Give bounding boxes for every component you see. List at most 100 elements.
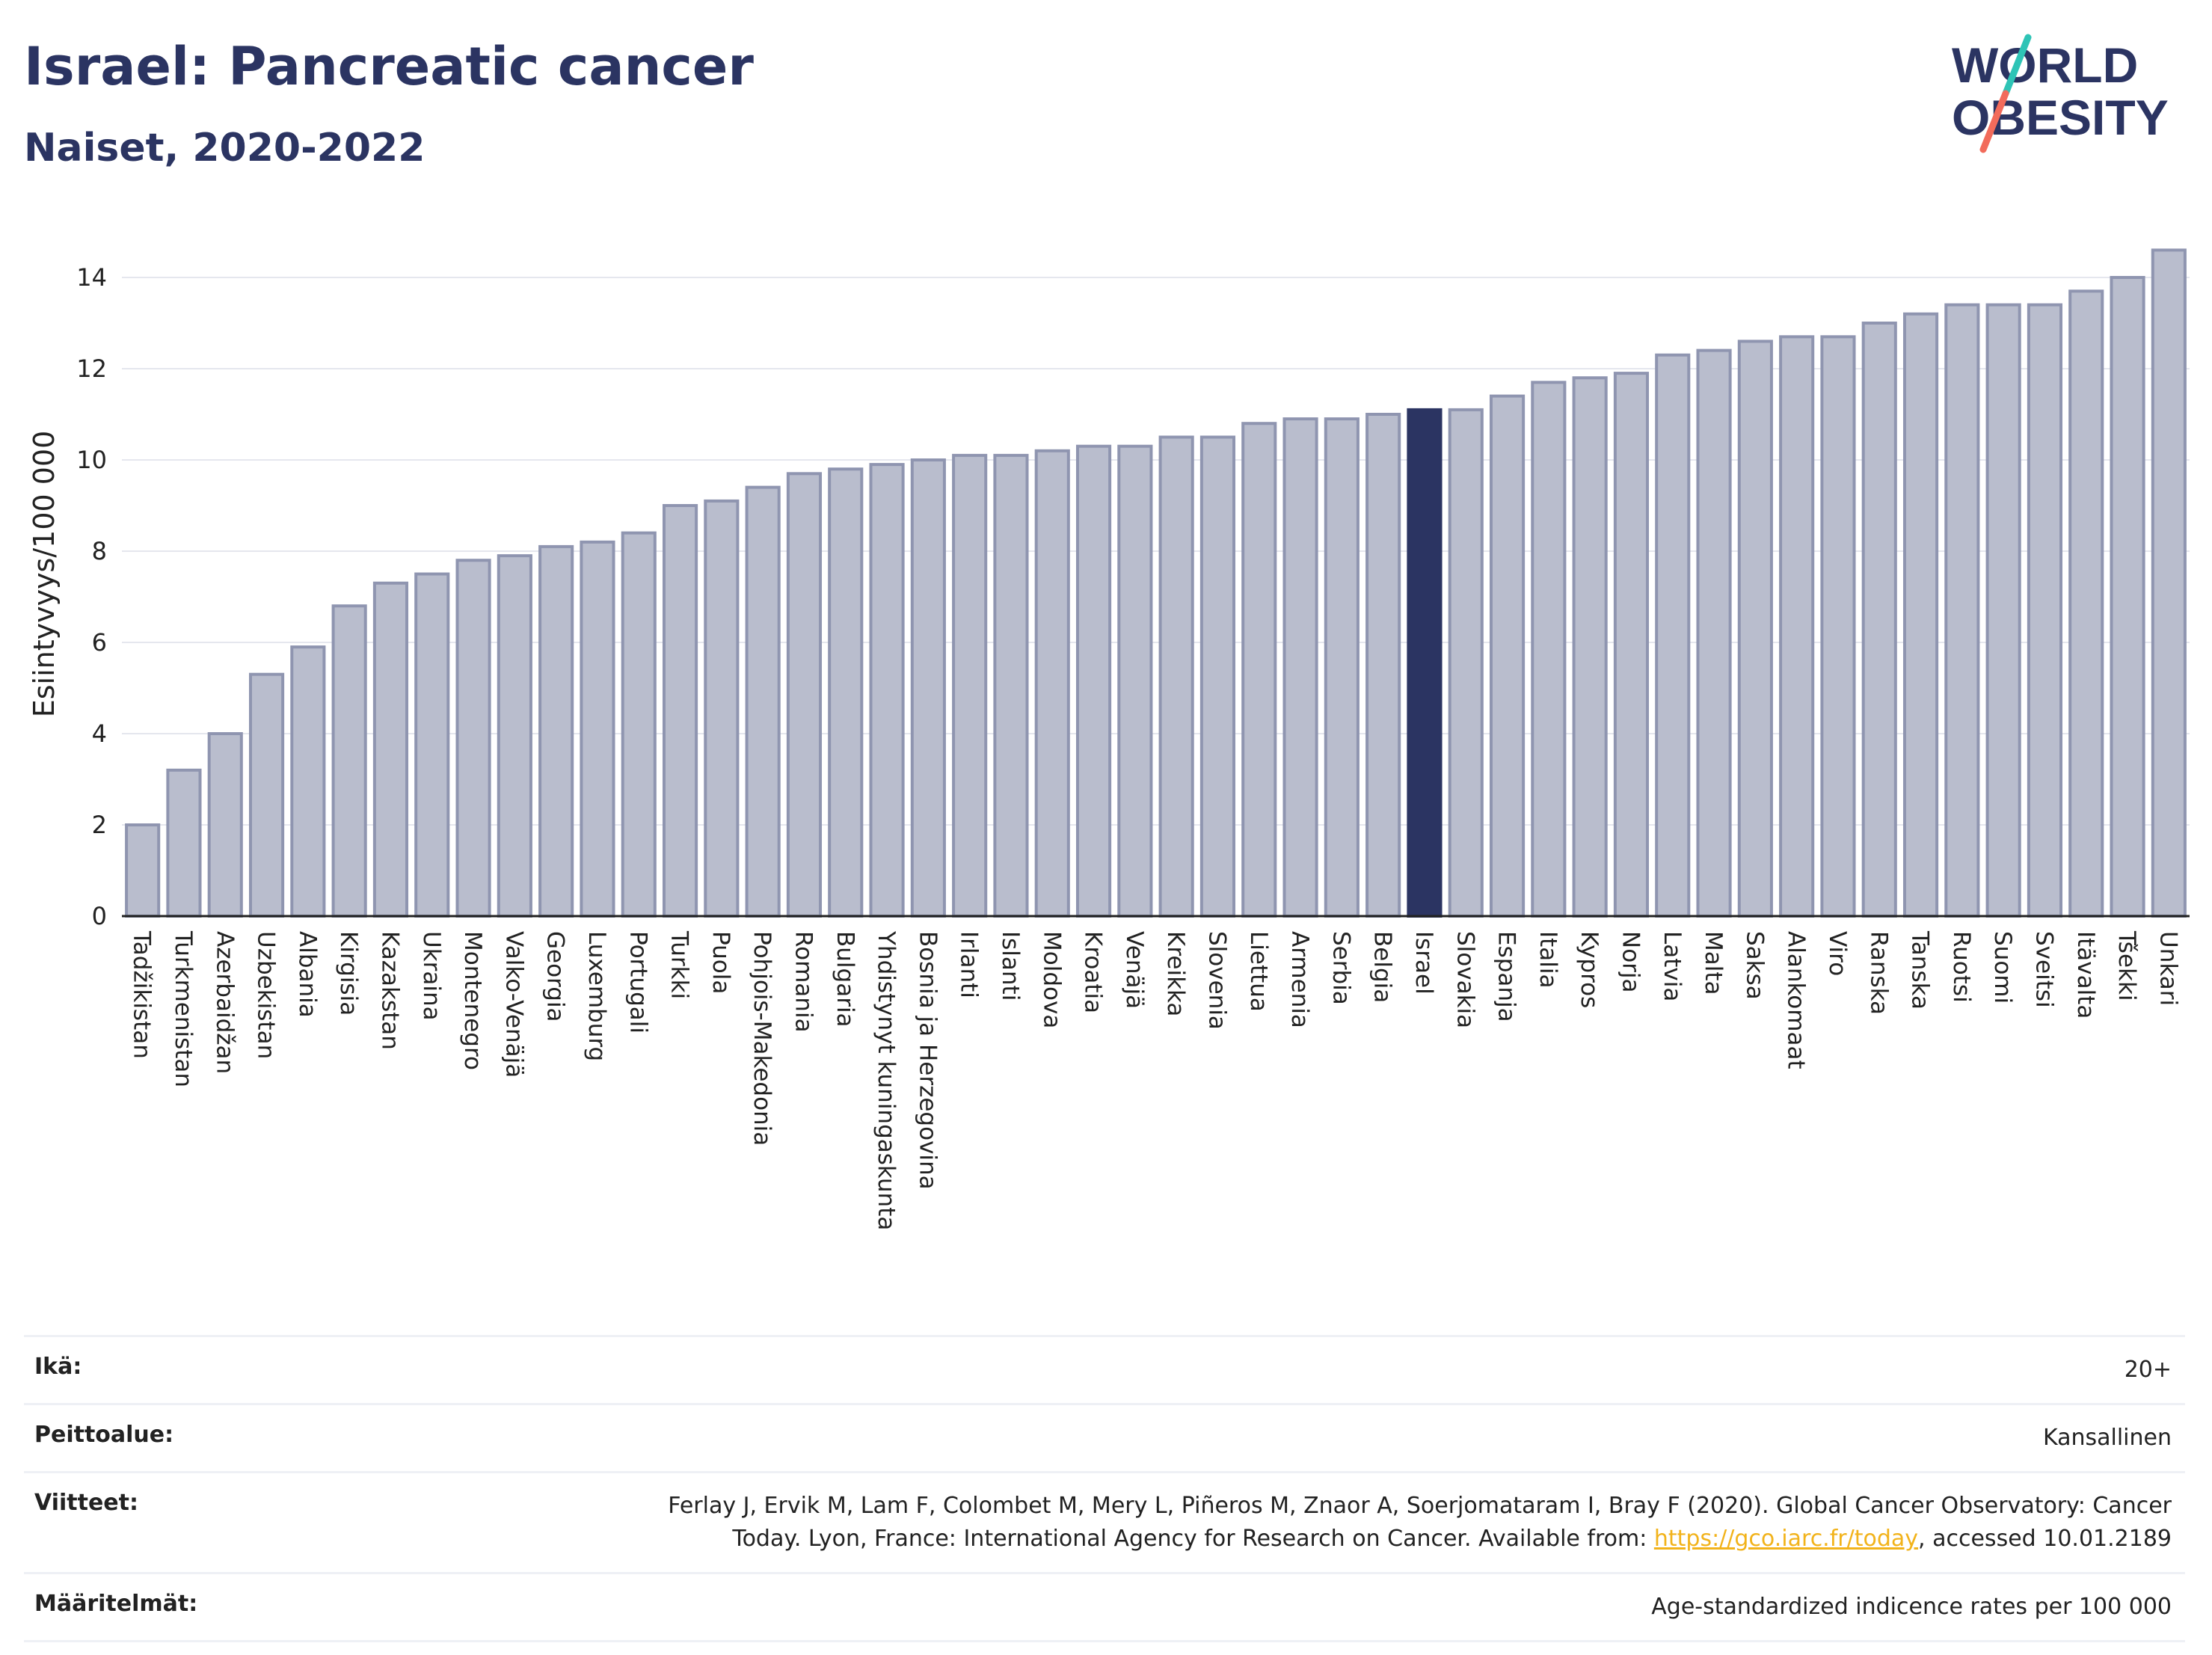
x-tick-label: Malta (1700, 931, 1727, 995)
x-tick-label: Kypros (1576, 931, 1603, 1008)
logo-word-obesity: OBESITY (1952, 90, 2169, 145)
x-tick-label: Tadžikistan (129, 930, 156, 1059)
x-tick-label: Sveitsi (2030, 931, 2057, 1008)
references-line1: Ferlay J, Ervik M, Lam F, Colombet M, Me… (668, 1493, 2172, 1519)
bar (207, 732, 243, 918)
x-tick-label: Georgia (542, 931, 569, 1022)
x-tick-label: Pohjois-Makedonia (749, 931, 775, 1146)
bar (1737, 340, 1773, 918)
bar (331, 604, 367, 918)
bar (538, 544, 574, 918)
bar (125, 823, 161, 918)
bar (1075, 444, 1112, 918)
x-tick-label: Montenegro (459, 931, 486, 1070)
y-tick-label: 0 (92, 902, 107, 930)
bar (1282, 417, 1318, 918)
bar (2151, 248, 2187, 918)
bar (166, 768, 202, 918)
meta-row-definitions: Määritelmät: Age-standardized indicence … (24, 1572, 2185, 1642)
logo-slash-top (2002, 34, 2032, 97)
bar (910, 458, 946, 918)
bar (372, 581, 409, 918)
logo-word-world: WORLD (1952, 37, 2138, 93)
bar (414, 572, 450, 918)
bar-chart: 0 2 4 6 8 10 12 14 Esiintyvyys/100 000 Tadžikista… (28, 248, 2190, 1230)
references-value: Ferlay J, Ervik M, Lam F, Colombet M, Me… (668, 1490, 2185, 1556)
y-tick-label: 14 (76, 263, 107, 292)
coverage-label: Peittoalue: (34, 1422, 174, 1448)
logo-slash-bottom (1979, 90, 2009, 153)
x-tick-label: Bulgaria (832, 931, 858, 1028)
references-label: Viitteet: (34, 1490, 138, 1516)
x-tick-label: Turkmenistan (170, 930, 197, 1087)
bar (1448, 408, 1484, 918)
bar (1696, 348, 1732, 918)
bar (952, 453, 988, 918)
x-tick-label: Italia (1534, 931, 1561, 989)
x-tick-label: Puola (707, 931, 734, 994)
bar (1902, 312, 1939, 918)
x-tick-label: Romania (790, 931, 817, 1033)
bar (1117, 444, 1153, 918)
x-tick-label: Saksa (1741, 931, 1768, 1000)
x-tick-label: Kazakstan (376, 931, 403, 1050)
x-tick-label: Bosnia ja Herzegovina (914, 931, 941, 1190)
x-tick-label: Moldova (1038, 931, 1065, 1028)
bar (1034, 449, 1070, 918)
bar (662, 504, 698, 918)
x-tick-label: Venäjä (1121, 931, 1148, 1009)
bar (290, 645, 326, 918)
x-tick-label: Norja (1617, 931, 1644, 993)
x-tick-label: Luxemburg (583, 931, 610, 1061)
bar (1944, 303, 1980, 918)
chart-subtitle: Naiset, 2020-2022 (24, 126, 425, 171)
metadata-table: Ikä: 20+ Peittoalue: Kansallinen Viittee… (24, 1335, 2185, 1642)
bar (828, 467, 864, 918)
chart-title: Israel: Pancreatic cancer (24, 36, 754, 97)
bar (1531, 381, 1567, 918)
references-link[interactable]: https://gco.iarc.fr/today (1653, 1526, 1919, 1552)
x-tick-label: Liettua (1245, 931, 1272, 1012)
bar (993, 453, 1029, 918)
bar (2068, 289, 2104, 918)
bar (1199, 435, 1236, 918)
bar (1985, 303, 2021, 918)
x-tick-label: Itävalta (2072, 931, 2099, 1019)
x-tick-label: Uzbekistan (253, 931, 280, 1059)
meta-row-age: Ikä: 20+ (24, 1335, 2185, 1403)
y-tick-label: 4 (92, 719, 107, 748)
x-tick-label: Kirgisia (335, 931, 362, 1016)
bar (1489, 394, 1526, 918)
x-tick-label: Irlanti (956, 931, 983, 998)
bar (1572, 376, 1608, 918)
x-tick-label: Ruotsi (1948, 931, 1975, 1003)
bar (580, 540, 615, 918)
world-obesity-logo: WORLD OBESITY (1952, 34, 2169, 153)
references-line2-post: , accessed 10.01.2189 (1918, 1526, 2172, 1552)
x-tick-label: Tanska (1907, 930, 1934, 1010)
bar (1158, 435, 1194, 918)
y-tick-label: 6 (92, 628, 107, 657)
y-tick-label: 12 (76, 354, 107, 383)
bar (1820, 335, 1856, 918)
x-tick-label: Viro (1824, 931, 1851, 976)
age-label: Ikä: (34, 1354, 82, 1380)
bar (248, 672, 285, 918)
definitions-value: Age-standardized indicence rates per 100… (1651, 1594, 2172, 1620)
x-tick-label: Tšekki (2113, 930, 2140, 1001)
x-tick-label: Portugali (624, 931, 651, 1034)
bar (497, 554, 532, 918)
age-value: 20+ (2124, 1357, 2172, 1383)
x-tick-label: Ukraina (418, 931, 445, 1021)
x-tick-label: Slovenia (1203, 931, 1230, 1030)
bar (1655, 353, 1691, 918)
x-tick-label: Ranska (1865, 931, 1892, 1015)
x-tick-label: Kroatia (1080, 931, 1107, 1013)
x-tick-label: Turkki (666, 930, 693, 999)
y-tick-label: 10 (76, 446, 107, 474)
x-tick-label: Alankomaat (1783, 931, 1810, 1069)
x-tick-label: Belgia (1369, 931, 1396, 1003)
bar (1324, 417, 1360, 918)
bar (869, 463, 905, 918)
y-tick-label: 2 (92, 811, 107, 839)
